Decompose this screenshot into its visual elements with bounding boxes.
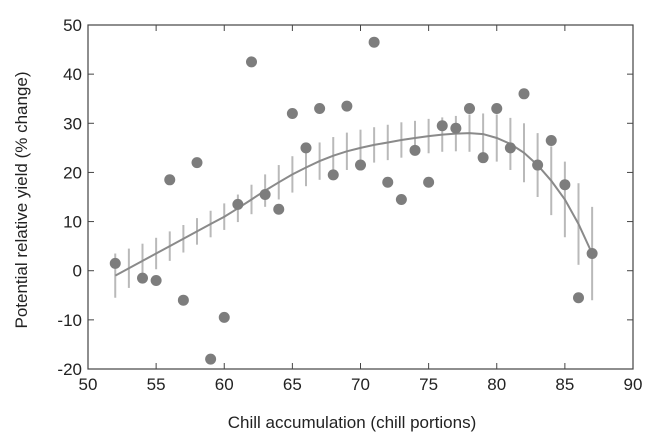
y-tick-label: 20 <box>63 163 82 182</box>
data-point <box>150 275 162 287</box>
data-point <box>573 292 584 304</box>
data-point <box>164 174 176 186</box>
data-point <box>518 88 530 100</box>
data-point <box>559 179 571 191</box>
data-point <box>314 103 326 115</box>
error-bars <box>114 113 594 301</box>
data-points <box>109 36 598 365</box>
x-tick-label: 65 <box>283 375 302 394</box>
data-point <box>382 176 394 188</box>
data-point <box>273 203 285 215</box>
data-point <box>423 176 435 188</box>
x-axis-ticks: 50 55 60 65 70 75 80 85 90 <box>79 25 643 394</box>
x-tick-label: 90 <box>624 375 643 394</box>
y-axis-ticks: -20 -10 0 10 20 30 40 50 <box>57 16 633 379</box>
y-tick-label: -20 <box>57 360 82 379</box>
x-axis-label: Chill accumulation (chill portions) <box>228 413 476 432</box>
data-point <box>286 107 298 119</box>
data-point <box>259 189 271 201</box>
x-tick-label: 60 <box>215 375 234 394</box>
data-point <box>355 159 366 171</box>
data-point <box>436 120 448 132</box>
y-tick-label: 10 <box>63 213 82 232</box>
x-tick-label: 55 <box>147 375 166 394</box>
y-tick-label: -10 <box>57 311 82 330</box>
x-tick-label: 50 <box>79 375 98 394</box>
y-tick-label: 50 <box>63 16 82 35</box>
data-point <box>368 36 380 48</box>
data-point <box>177 294 189 306</box>
data-point <box>191 157 203 169</box>
data-point <box>327 169 339 181</box>
data-point <box>395 193 407 205</box>
data-point <box>532 159 544 171</box>
data-point <box>205 353 217 365</box>
data-point <box>586 248 598 260</box>
x-tick-label: 85 <box>555 375 574 394</box>
data-point <box>341 100 353 112</box>
data-point <box>109 257 121 269</box>
data-point <box>504 142 516 154</box>
x-tick-label: 80 <box>487 375 506 394</box>
data-point <box>246 56 257 68</box>
y-axis-label: Potential relative yield (% change) <box>12 71 31 328</box>
data-point <box>491 103 503 115</box>
data-point <box>450 122 462 134</box>
fit-layer <box>114 132 594 277</box>
data-point <box>545 134 557 146</box>
data-point <box>477 152 489 164</box>
x-tick-label: 75 <box>419 375 438 394</box>
data-point <box>300 142 312 154</box>
data-point <box>464 103 475 115</box>
data-point <box>137 272 148 284</box>
x-tick-label: 70 <box>351 375 370 394</box>
data-point <box>232 198 244 210</box>
y-tick-label: 40 <box>63 65 82 84</box>
data-point <box>409 144 421 156</box>
y-tick-label: 0 <box>73 262 82 281</box>
data-point <box>218 311 230 323</box>
fit-line <box>114 132 594 277</box>
y-tick-label: 30 <box>63 114 82 133</box>
